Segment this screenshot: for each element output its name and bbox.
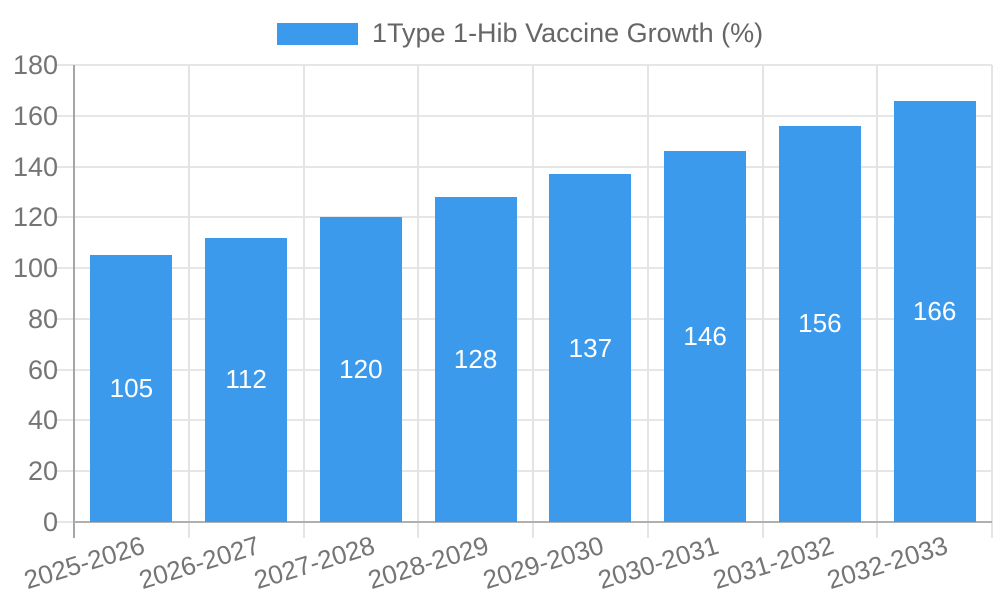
legend-label: 1Type 1-Hib Vaccine Growth (%) [372, 18, 764, 48]
bar[interactable]: 112 [205, 237, 288, 522]
x-tick-label: 2026-2027 [135, 530, 263, 596]
h-gridline [55, 165, 992, 168]
y-tick-label: 60 [27, 354, 58, 385]
legend-swatch [277, 22, 358, 45]
x-tick-label: 2032-2033 [823, 530, 952, 596]
bar[interactable]: 137 [549, 174, 632, 522]
y-tick-label: 80 [27, 303, 58, 334]
bar-value-label: 112 [225, 364, 267, 395]
x-tick-label: 2031-2032 [708, 530, 837, 596]
bar[interactable]: 156 [778, 125, 861, 522]
h-gridline [55, 64, 992, 66]
v-gridline [761, 65, 764, 538]
bar-value-label: 105 [109, 373, 154, 404]
v-gridline [646, 65, 649, 538]
h-gridline [55, 317, 992, 320]
bar-value-label: 137 [568, 332, 613, 363]
v-gridline [991, 65, 993, 538]
bar[interactable]: 166 [893, 100, 976, 522]
y-tick-label: 100 [12, 253, 58, 284]
y-axis-line [73, 65, 75, 538]
v-gridline [302, 65, 305, 538]
y-tick-label: 140 [12, 151, 58, 182]
bar[interactable]: 120 [319, 217, 402, 522]
bar-value-label: 120 [339, 354, 383, 385]
bar-value-label: 128 [453, 344, 498, 375]
h-gridline [55, 368, 992, 371]
v-gridline [417, 65, 420, 538]
v-gridline [876, 65, 879, 538]
bar[interactable]: 105 [90, 255, 173, 522]
bar-value-label: 146 [683, 321, 727, 352]
x-axis-line [74, 521, 992, 523]
h-gridline [55, 216, 992, 219]
plot-area: 105 112 120 128 137 146 156 166 [55, 64, 993, 538]
x-tick-label: 2030-2031 [594, 530, 722, 596]
y-tick-label: 180 [12, 50, 58, 80]
h-gridline [55, 114, 992, 117]
bar-value-label: 166 [912, 295, 957, 326]
v-gridline [532, 65, 534, 538]
y-tick-label: 160 [12, 100, 58, 131]
y-tick-label: 0 [42, 507, 58, 537]
v-gridline [187, 65, 190, 538]
bar[interactable]: 128 [434, 197, 517, 522]
y-tick-label: 20 [27, 456, 58, 487]
bar-value-label: 156 [798, 308, 842, 339]
y-tick-label: 40 [27, 405, 58, 436]
x-tick-label: 2028-2029 [364, 530, 493, 596]
y-tick-label: 120 [12, 202, 58, 233]
h-gridline [55, 470, 992, 473]
h-gridline [55, 267, 992, 270]
bar[interactable]: 146 [664, 151, 747, 522]
x-tick-label: 2029-2030 [479, 530, 608, 596]
x-tick-label: 2025-2026 [20, 530, 149, 596]
h-gridline [55, 419, 992, 422]
x-tick-label: 2027-2028 [249, 530, 378, 596]
legend-item[interactable]: 1Type 1-Hib Vaccine Growth (%) [277, 18, 763, 49]
